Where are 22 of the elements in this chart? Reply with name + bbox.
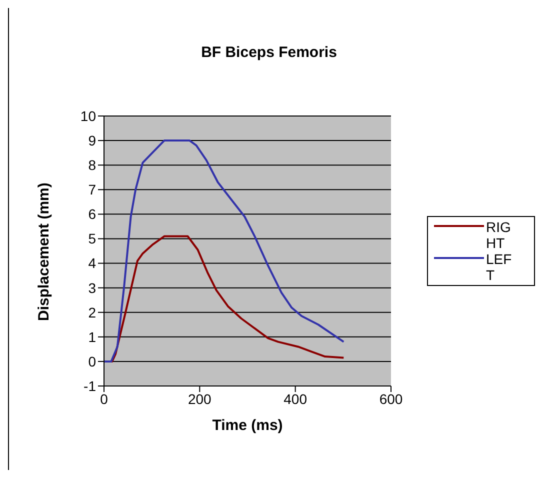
y-tick-label: 3 (88, 280, 96, 296)
y-tick-label: 1 (88, 328, 96, 345)
y-tick-label: 6 (88, 206, 96, 222)
legend-label: LEFT (486, 251, 513, 283)
y-tick-label: 8 (88, 157, 96, 174)
x-tick-label: 600 (379, 390, 403, 407)
y-tick-label: 4 (88, 255, 96, 272)
line-series (104, 140, 345, 362)
legend-label: RIGHT (486, 219, 512, 251)
y-tick-label: -1 (84, 378, 96, 394)
x-tick-label: 0 (100, 390, 108, 407)
y-tick-label: 7 (88, 182, 96, 198)
y-tick-label: 10 (80, 108, 96, 124)
x-axis-title: Time (ms) (212, 417, 283, 434)
x-tick-label: 400 (284, 390, 308, 407)
y-axis-title: Displacement (mm) (35, 182, 52, 321)
y-tick-label: 5 (88, 230, 96, 247)
y-tick-label: 2 (88, 304, 96, 320)
y-tick-label: 0 (88, 353, 96, 370)
chart-title: BF Biceps Femoris (200, 44, 338, 61)
y-tick-label: 9 (88, 132, 96, 149)
x-tick-label: 200 (188, 390, 212, 407)
